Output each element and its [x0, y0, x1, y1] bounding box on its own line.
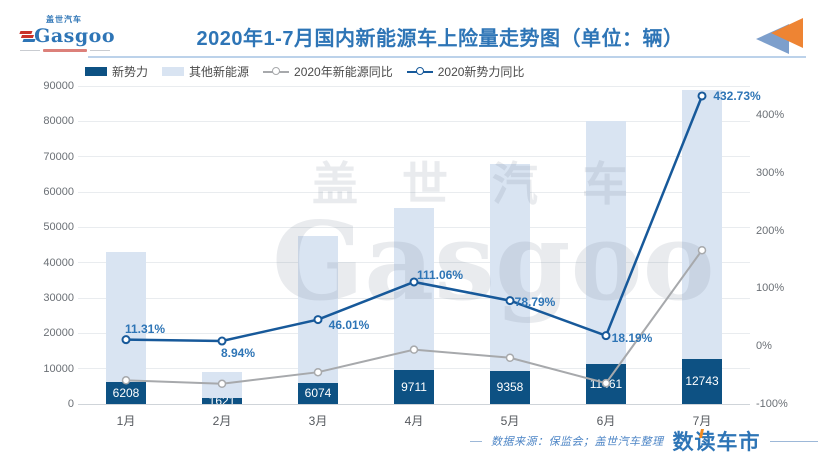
y-axis-label: 30000 [43, 292, 74, 304]
legend-item-2: 2020年新能源同比 [263, 63, 393, 80]
secondary-y-axis-label: 400% [756, 108, 785, 121]
line-marker [217, 379, 227, 389]
line-marker [697, 245, 707, 255]
gridline [78, 156, 750, 158]
legend-item-3: 2020新势力同比 [406, 63, 525, 80]
line-value-label: 111.06% [416, 267, 464, 282]
secondary-y-axis-label: -100% [756, 398, 788, 410]
bar-new-forces: 6208 [106, 382, 146, 404]
legend-label: 新势力 [112, 65, 149, 79]
secondary-y-axis-label: 100% [756, 282, 785, 295]
line-value-label: 18.19% [611, 330, 653, 345]
gridline [78, 85, 750, 87]
bar-value-label: 9358 [496, 380, 524, 395]
bar-value-label: 6208 [112, 386, 140, 401]
bar-value-label: 6074 [304, 386, 332, 401]
secondary-y-axis-label: 200% [756, 224, 785, 237]
x-axis-label: 5月 [500, 414, 520, 428]
legend-label: 其他新能源 [189, 65, 250, 79]
line-value-label: 78.79% [514, 294, 556, 309]
x-axis-label: 4月 [404, 414, 424, 428]
y-axis-label: 20000 [43, 327, 74, 340]
legend-item-0: 新势力 [85, 63, 148, 80]
x-axis-label: 2月 [212, 414, 232, 428]
line-marker [697, 91, 707, 101]
bar-new-forces: 6074 [298, 382, 338, 404]
y-axis-label: 90000 [43, 80, 74, 92]
line-value-label: 432.73% [713, 88, 761, 103]
bar-other-nev [586, 121, 626, 404]
x-axis-label: 3月 [308, 414, 328, 428]
line-marker [313, 367, 323, 377]
legend-swatch-icon [85, 67, 107, 76]
bar-value-label: 1621 [209, 398, 236, 404]
y-axis-label: 40000 [43, 256, 74, 269]
gridline [78, 120, 750, 122]
line-marker [601, 378, 611, 388]
y-axis-label: 50000 [43, 221, 74, 234]
bar-new-forces: 1621 [202, 398, 242, 404]
footer: 数据来源：保监会；盖世汽车整理 数读车市 [470, 426, 818, 456]
bar-new-forces: 9711 [394, 369, 434, 404]
x-axis-label: 1月 [116, 414, 136, 428]
line-value-label: 11.31% [124, 321, 166, 336]
line-marker [409, 345, 419, 354]
line-value-label: 8.94% [220, 346, 256, 360]
line-marker [313, 315, 323, 325]
line-marker [601, 331, 611, 341]
line-marker [121, 376, 131, 385]
logo-brand-en: Gasgoo [34, 25, 115, 47]
bar-value-label: 12743 [685, 374, 719, 389]
y-axis-label: 70000 [43, 150, 74, 163]
logo-brand-cn: 盖世汽车 [46, 15, 82, 24]
footer-dash-right [769, 440, 818, 442]
page-title: 2020年1-7月国内新能源车上险量走势图（单位：辆） [196, 28, 684, 50]
bar-other-nev [490, 163, 530, 404]
legend-swatch-icon [162, 67, 185, 76]
secondary-y-axis-label: 300% [756, 166, 785, 179]
line-value-label: 46.01% [328, 317, 370, 332]
secondary-y-axis-label: 0% [756, 340, 772, 353]
legend-label: 2020新势力同比 [437, 65, 525, 79]
legend-line-swatch-icon [406, 67, 433, 76]
gridline [78, 403, 750, 405]
gasgoo-logo: 盖世汽车 Gasgoo [19, 14, 115, 52]
line-marker [505, 296, 515, 306]
x-axis-label: 6月 [596, 414, 616, 428]
bar-new-forces: 12743 [682, 358, 722, 404]
chart-legend: 新势力 其他新能源 2020年新能源同比 2020新势力同比 [85, 63, 524, 80]
data-source-note: 数据来源：保监会；盖世汽车整理 [491, 436, 664, 448]
legend-line-marker [272, 67, 281, 75]
gridline [78, 191, 750, 193]
double-arrow-left-icon [756, 17, 806, 57]
orange-triangle-icon [771, 18, 803, 48]
legend-label: 2020年新能源同比 [294, 65, 393, 79]
line-nev-yoy [125, 249, 703, 385]
line-marker [409, 277, 419, 287]
x-axis-label: 7月 [692, 414, 712, 428]
logo-tagline-decoration [20, 49, 110, 52]
legend-line-swatch-icon [263, 67, 290, 76]
line-new-forces-yoy [125, 95, 704, 343]
y-axis-label: 0 [67, 398, 74, 410]
bar-new-forces: 9358 [490, 370, 530, 404]
header-divider [88, 56, 806, 58]
y-axis-label: 80000 [43, 115, 74, 128]
shudu-cheshi-logo: 数读车市 [673, 426, 761, 456]
line-marker [505, 353, 515, 362]
line-marker [217, 336, 227, 346]
y-axis-label: 10000 [43, 362, 74, 375]
line-marker [121, 335, 131, 345]
legend-item-1: 其他新能源 [162, 63, 249, 80]
footer-dash-left [470, 440, 482, 442]
bar-value-label: 9711 [401, 379, 427, 394]
legend-line-marker [415, 67, 424, 75]
y-axis-label: 60000 [43, 186, 74, 198]
